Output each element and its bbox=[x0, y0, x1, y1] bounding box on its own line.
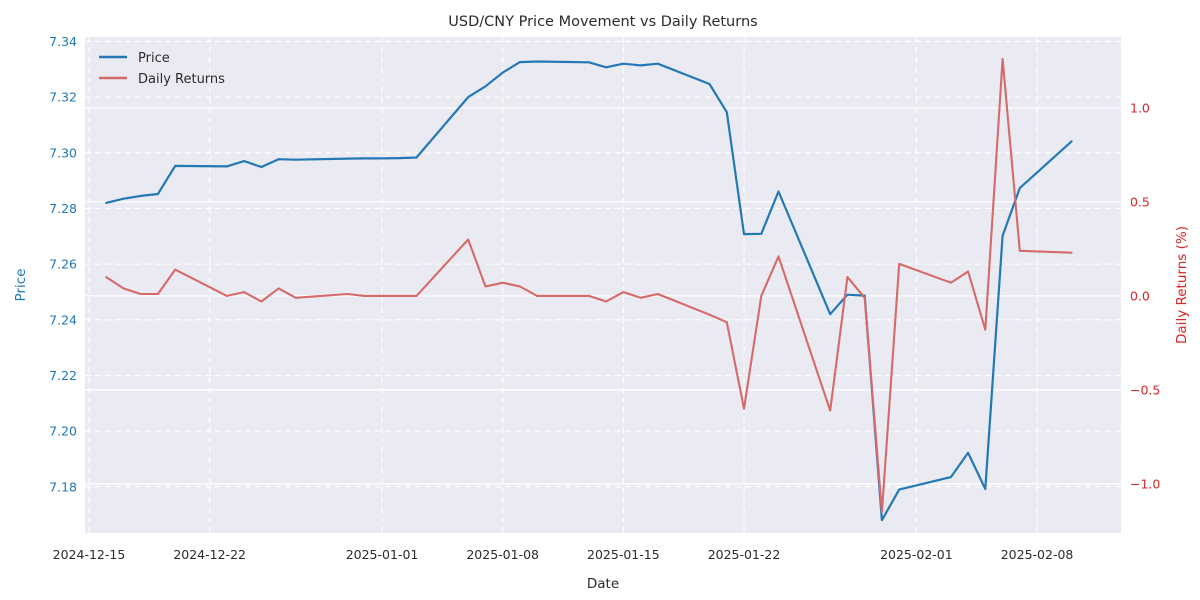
right-tick-label: −0.5 bbox=[1130, 382, 1160, 397]
x-tick-label: 2025-01-15 bbox=[587, 547, 660, 562]
left-axis-tick-labels: 7.34 7.32 7.30 7.28 7.26 7.24 7.22 7.20 7.18 bbox=[49, 34, 77, 494]
right-tick-label: −1.0 bbox=[1130, 476, 1160, 491]
left-tick-label: 7.20 bbox=[49, 424, 77, 439]
data-series bbox=[105, 57, 1073, 522]
x-tick-label: 2025-02-01 bbox=[880, 547, 953, 562]
left-tick-label: 7.32 bbox=[49, 90, 77, 105]
x-tick-label: 2025-01-22 bbox=[708, 547, 781, 562]
left-tick-label: 7.28 bbox=[49, 201, 77, 216]
left-tick-label: 7.34 bbox=[49, 34, 77, 49]
returns-line bbox=[105, 57, 1073, 514]
legend: Price Daily Returns bbox=[99, 51, 225, 87]
right-tick-label: 1.0 bbox=[1130, 100, 1150, 115]
left-tick-label: 7.22 bbox=[49, 368, 77, 383]
x-axis-label: Date bbox=[587, 576, 619, 592]
left-tick-label: 7.18 bbox=[49, 479, 77, 494]
left-tick-label: 7.26 bbox=[49, 257, 77, 272]
x-tick-label: 2025-01-08 bbox=[466, 547, 539, 562]
right-tick-label: 0.0 bbox=[1130, 288, 1150, 303]
right-tick-label: 0.5 bbox=[1130, 194, 1150, 209]
left-axis-label: Price bbox=[13, 269, 29, 302]
x-tick-label: 2024-12-22 bbox=[173, 547, 246, 562]
legend-price-label: Price bbox=[138, 51, 170, 66]
x-axis-tick-labels: 2024-12-15 2024-12-22 2025-01-01 2025-01-08… bbox=[53, 547, 1074, 562]
right-axis-tick-labels: 1.0 0.5 0.0 −0.5 −1.0 bbox=[1130, 100, 1160, 491]
left-tick-label: 7.30 bbox=[49, 145, 77, 160]
left-tick-label: 7.24 bbox=[49, 312, 77, 327]
x-tick-label: 2025-01-01 bbox=[346, 547, 419, 562]
chart-title: USD/CNY Price Movement vs Daily Returns bbox=[448, 14, 757, 30]
price-line bbox=[105, 60, 1073, 522]
plot-background bbox=[85, 37, 1121, 533]
x-tick-label: 2024-12-15 bbox=[53, 547, 126, 562]
legend-returns-label: Daily Returns bbox=[138, 72, 225, 87]
x-tick-label: 2025-02-08 bbox=[1001, 547, 1074, 562]
price-and-date-gridlines bbox=[85, 37, 1121, 533]
returns-gridlines bbox=[85, 107, 1121, 485]
right-axis-label: Daily Returns (%) bbox=[1174, 226, 1190, 344]
